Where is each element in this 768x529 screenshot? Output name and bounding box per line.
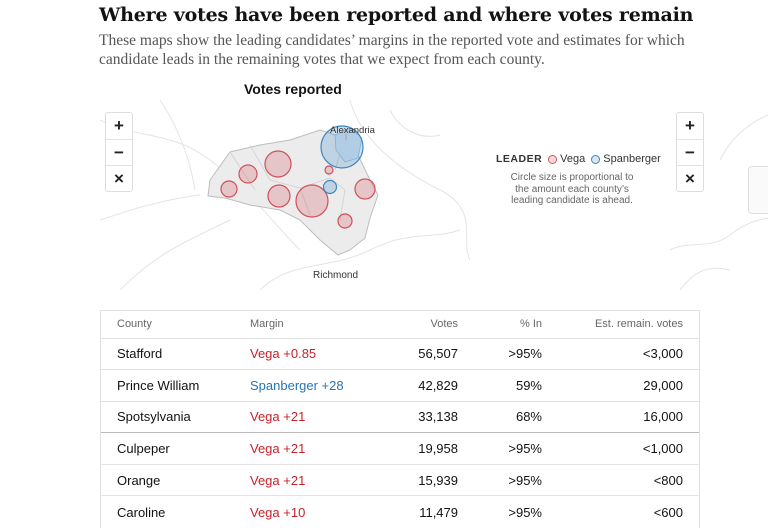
votes-value: 33,138 — [384, 400, 474, 433]
zoom-controls-left: + − × — [105, 112, 133, 192]
vega-dot-icon — [548, 154, 558, 164]
table-row: Prince William Spanberger +28 42,829 59%… — [101, 369, 699, 402]
remaining-value: <1,000 — [558, 432, 699, 465]
legend-item-spanberger: Spanberger — [591, 153, 661, 165]
margin-circles — [220, 125, 376, 229]
county-name: Spotsylvania — [101, 400, 234, 433]
carousel-next-tab[interactable] — [748, 166, 768, 214]
header-votes: Votes — [430, 318, 458, 331]
margin-value: Vega +21 — [234, 400, 384, 433]
pct-in-value: >95% — [474, 337, 558, 370]
headline: Where votes have been reported and where… — [99, 4, 694, 26]
table-header-row: County Margin Votes % In Est. remain. vo… — [101, 311, 699, 338]
votes-value: 15,939 — [384, 463, 474, 496]
legend-label-spanberger: Spanberger — [603, 153, 661, 165]
legend-label-vega: Vega — [560, 153, 586, 165]
remaining-value: 29,000 — [558, 369, 699, 402]
pct-in-value: 59% — [474, 369, 558, 402]
pct-in-value: >95% — [474, 463, 558, 496]
district-map[interactable]: Alexandria Richmond — [100, 100, 470, 290]
table-row: Orange Vega +21 15,939 >95% <800 — [101, 463, 699, 496]
city-label-alexandria: Alexandria — [330, 125, 376, 136]
county-circle — [238, 164, 258, 184]
county-circle — [264, 150, 292, 178]
margin-value: Vega +0.85 — [234, 337, 384, 370]
remaining-value: <600 — [558, 495, 699, 528]
margin-value: Vega +21 — [234, 463, 384, 496]
table-row: Spotsylvania Vega +21 33,138 68% 16,000 — [101, 400, 699, 433]
reset-zoom-button-right[interactable]: × — [677, 165, 703, 191]
header-remaining: Est. remain. votes — [594, 318, 683, 331]
county-name: Culpeper — [101, 432, 234, 465]
county-name: Caroline — [101, 495, 234, 528]
header-county: County — [117, 318, 152, 331]
table-row: Stafford Vega +0.85 56,507 >95% <3,000 — [101, 337, 699, 370]
pct-in-value: 68% — [474, 400, 558, 433]
reset-zoom-button[interactable]: × — [106, 165, 132, 191]
county-circle — [267, 184, 291, 208]
legend-title: LEADER — [496, 153, 543, 165]
votes-value: 11,479 — [384, 495, 474, 528]
zoom-out-button[interactable]: − — [106, 139, 132, 165]
margin-value: Spanberger +28 — [234, 369, 384, 402]
county-name: Prince William — [101, 369, 234, 402]
remaining-votes-map[interactable] — [670, 100, 768, 290]
legend: LEADER Vega Spanberger — [496, 153, 667, 165]
zoom-out-button-right[interactable]: − — [677, 139, 703, 165]
zoom-controls-right: + − × — [676, 112, 704, 192]
map-roads — [100, 100, 470, 290]
county-name: Orange — [101, 463, 234, 496]
county-circle — [324, 165, 334, 175]
legend-note: Circle size is proportional to the amoun… — [510, 172, 634, 206]
county-circle — [295, 184, 329, 218]
zoom-in-button[interactable]: + — [114, 116, 124, 135]
county-circle — [220, 180, 238, 198]
map-title: Votes reported — [244, 81, 342, 97]
district-area — [207, 129, 379, 256]
pct-in-value: >95% — [474, 495, 558, 528]
pct-in-value: >95% — [474, 432, 558, 465]
results-table: County Margin Votes % In Est. remain. vo… — [100, 310, 700, 528]
spanberger-dot-icon — [591, 154, 601, 164]
county-circle — [320, 125, 364, 169]
votes-value: 56,507 — [384, 337, 474, 370]
zoom-in-button-right[interactable]: + — [685, 116, 695, 135]
county-circle — [322, 179, 338, 195]
legend-item-vega: Vega — [548, 153, 585, 165]
remaining-value: <3,000 — [558, 337, 699, 370]
margin-value: Vega +21 — [234, 432, 384, 465]
city-label-richmond: Richmond — [313, 270, 358, 281]
county-circle — [337, 213, 353, 229]
table-row: Caroline Vega +10 11,479 >95% <600 — [101, 495, 699, 528]
table-row: Culpeper Vega +21 19,958 >95% <1,000 — [101, 432, 699, 465]
remaining-value: 16,000 — [558, 400, 699, 433]
county-name: Stafford — [101, 337, 234, 370]
dek: These maps show the leading candidates’ … — [99, 32, 685, 68]
votes-value: 19,958 — [384, 432, 474, 465]
margin-value: Vega +10 — [234, 495, 384, 528]
votes-value: 42,829 — [384, 369, 474, 402]
county-circle — [354, 178, 376, 200]
header-margin: Margin — [250, 318, 284, 331]
remaining-value: <800 — [558, 463, 699, 496]
header-pct-in: % In — [519, 318, 542, 331]
